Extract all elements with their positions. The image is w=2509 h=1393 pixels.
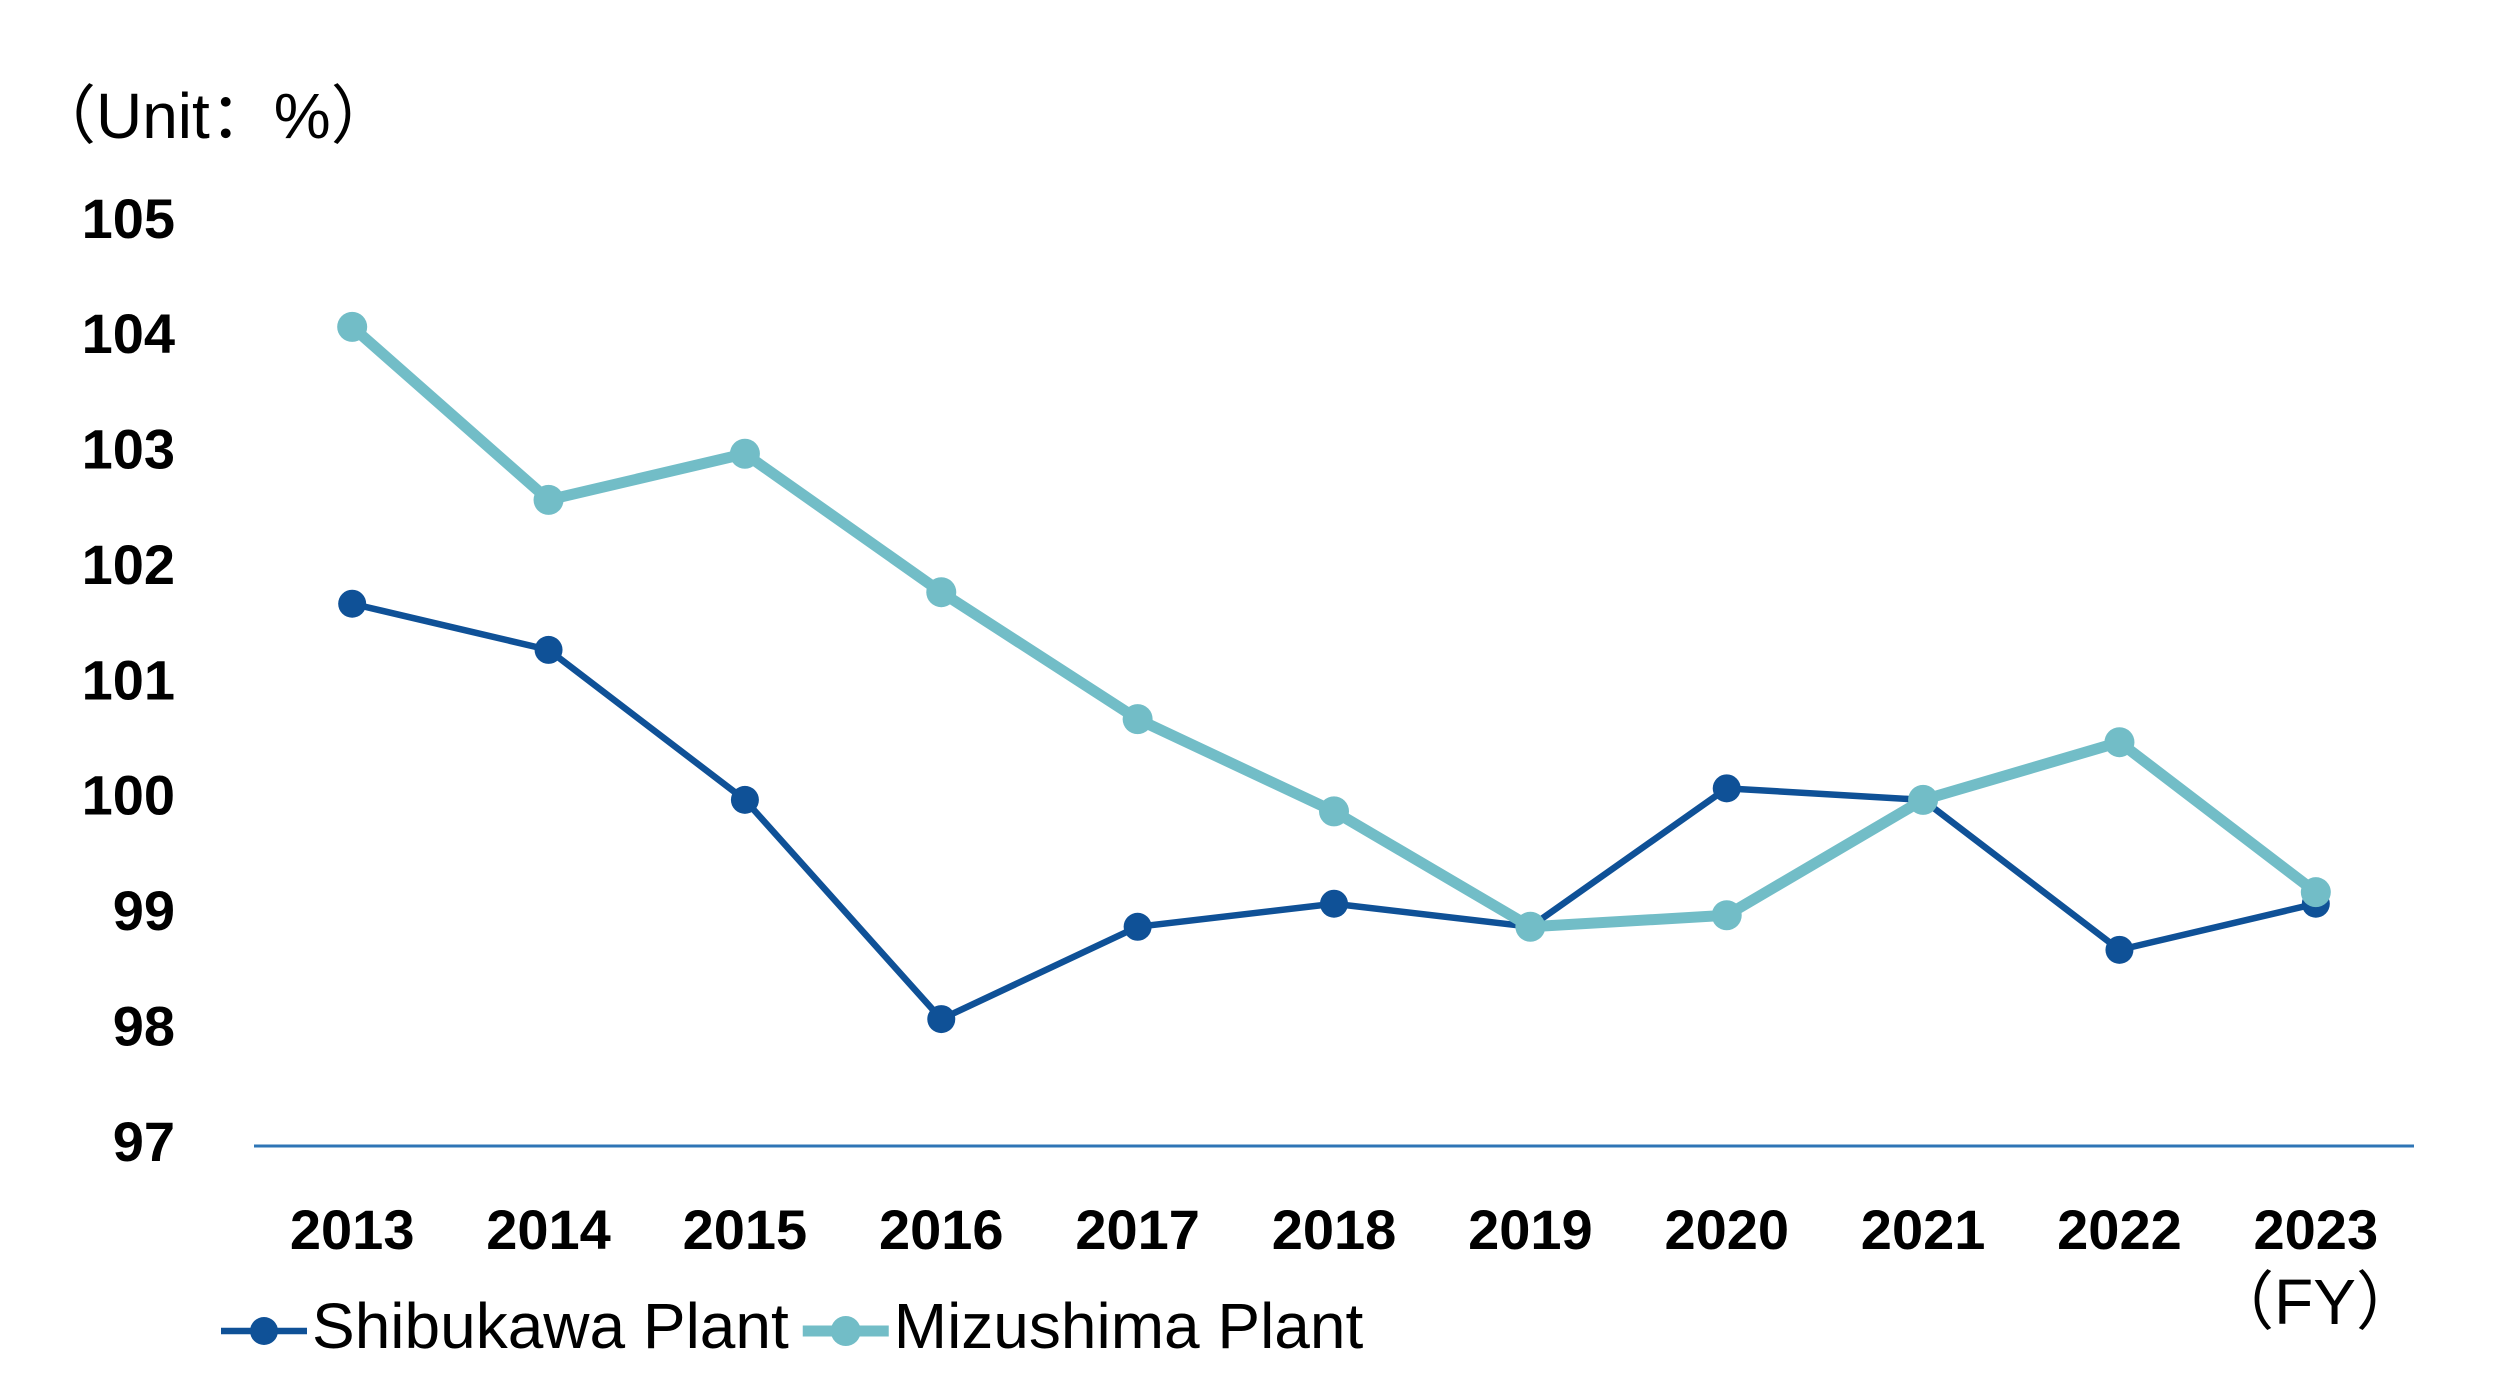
y-tick-label: 97 bbox=[113, 1110, 175, 1173]
legend-label: Mizushima Plant bbox=[894, 1290, 1364, 1362]
data-point bbox=[1515, 911, 1546, 942]
data-point bbox=[533, 484, 564, 515]
data-point bbox=[926, 577, 957, 608]
y-tick-label: 101 bbox=[82, 648, 175, 711]
legend-marker bbox=[250, 1317, 278, 1345]
x-tick-label: 2021 bbox=[1861, 1198, 1986, 1261]
data-point bbox=[1712, 774, 1741, 803]
data-point bbox=[2105, 935, 2134, 964]
x-axis-label: （FY） bbox=[2210, 1266, 2420, 1338]
x-tick-label: 2014 bbox=[486, 1198, 611, 1261]
y-tick-label: 103 bbox=[82, 418, 175, 481]
x-tick-label: 2019 bbox=[1468, 1198, 1593, 1261]
y-tick-label: 104 bbox=[82, 302, 175, 365]
y-tick-label: 98 bbox=[113, 994, 175, 1057]
data-point bbox=[534, 635, 563, 664]
legend-marker bbox=[830, 1316, 861, 1346]
data-point bbox=[1320, 889, 1348, 918]
x-tick-label: 2023 bbox=[2254, 1198, 2379, 1261]
x-tick-label: 2018 bbox=[1272, 1198, 1397, 1261]
x-tick-label: 2016 bbox=[879, 1198, 1004, 1261]
y-tick-label: 100 bbox=[82, 764, 175, 827]
x-tick-label: 2020 bbox=[1664, 1198, 1789, 1261]
data-point bbox=[337, 311, 368, 342]
x-tick-label: 2015 bbox=[683, 1198, 808, 1261]
x-tick-label: 2022 bbox=[2057, 1198, 2182, 1261]
data-point bbox=[2300, 877, 2331, 908]
data-point bbox=[1908, 784, 1939, 815]
data-point bbox=[730, 785, 759, 814]
x-tick-label: 2013 bbox=[290, 1198, 415, 1261]
data-point bbox=[338, 589, 367, 618]
y-tick-label: 105 bbox=[82, 187, 175, 250]
y-tick-label: 99 bbox=[113, 879, 175, 942]
data-point bbox=[1123, 912, 1152, 941]
data-point bbox=[1122, 704, 1153, 735]
data-point bbox=[1711, 900, 1742, 931]
x-tick-label: 2017 bbox=[1075, 1198, 1200, 1261]
data-point bbox=[729, 438, 760, 469]
data-point bbox=[1319, 796, 1349, 827]
unit-label: （Unit：%） bbox=[32, 80, 395, 152]
data-point bbox=[2104, 727, 2135, 758]
data-point bbox=[927, 1005, 956, 1034]
legend-label: Shibukawa Plant bbox=[312, 1290, 789, 1362]
series-line bbox=[348, 322, 2320, 933]
y-tick-label: 102 bbox=[82, 533, 175, 596]
